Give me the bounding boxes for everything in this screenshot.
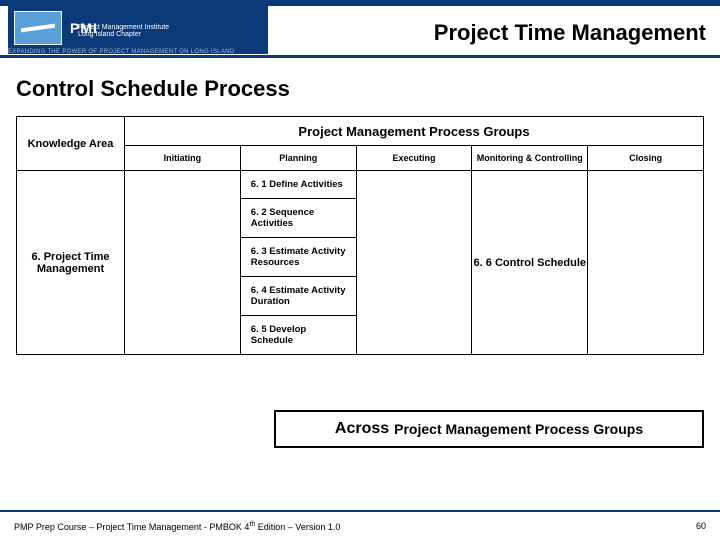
col-planning: Planning xyxy=(240,146,356,171)
monitoring-cell: 6. 6 Control Schedule xyxy=(472,171,588,355)
planning-item: 6. 1 Define Activities xyxy=(241,171,356,199)
col-executing: Executing xyxy=(356,146,472,171)
process-groups-table: Knowledge Area Project Management Proces… xyxy=(16,116,704,355)
col-closing: Closing xyxy=(588,146,704,171)
executing-cell xyxy=(356,171,472,355)
initiating-cell xyxy=(125,171,241,355)
planning-item: 6. 5 Develop Schedule xyxy=(241,316,356,354)
section-title: Control Schedule Process xyxy=(16,76,720,102)
slide-header: PMI Project Management Institute Long Is… xyxy=(0,0,720,58)
pmi-logo-icon xyxy=(14,11,62,45)
logo-subtext: Project Management Institute Long Island… xyxy=(78,24,169,38)
knowledge-area-header: Knowledge Area xyxy=(17,117,125,171)
planning-item: 6. 3 Estimate Activity Resources xyxy=(241,238,356,277)
process-groups-header: Project Management Process Groups xyxy=(125,117,704,146)
across-rest: Project Management Process Groups xyxy=(394,421,643,437)
planning-cell: 6. 1 Define Activities 6. 2 Sequence Act… xyxy=(240,171,356,355)
planning-item: 6. 4 Estimate Activity Duration xyxy=(241,277,356,316)
page-number: 60 xyxy=(696,521,706,532)
across-callout: Across Project Management Process Groups xyxy=(274,410,704,448)
slide-footer: PMP Prep Course – Project Time Managemen… xyxy=(14,521,706,532)
footer-left: PMP Prep Course – Project Time Managemen… xyxy=(14,521,340,532)
header-rule xyxy=(0,55,720,58)
pmi-logo: PMI Project Management Institute Long Is… xyxy=(8,2,268,54)
knowledge-area-cell: 6. Project Time Management xyxy=(17,171,125,355)
closing-cell xyxy=(588,171,704,355)
planning-item: 6. 2 Sequence Activities xyxy=(241,199,356,238)
page-title: Project Time Management xyxy=(434,20,706,46)
across-big: Across xyxy=(335,420,389,438)
footer-rule xyxy=(0,510,720,512)
col-monitoring: Monitoring & Controlling xyxy=(472,146,588,171)
planning-list: 6. 1 Define Activities 6. 2 Sequence Act… xyxy=(241,171,356,354)
col-initiating: Initiating xyxy=(125,146,241,171)
